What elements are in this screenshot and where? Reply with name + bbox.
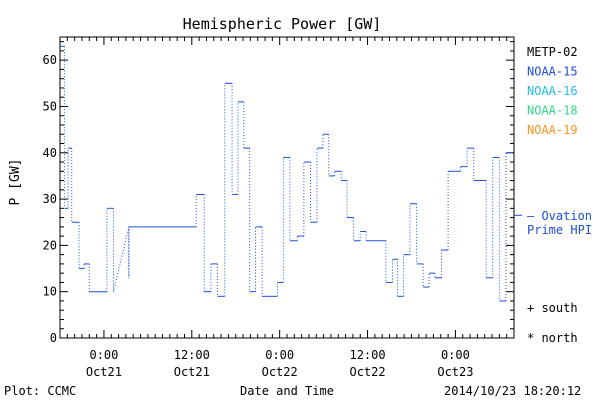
legend-item: NOAA-16	[527, 84, 578, 98]
plot-timestamp: 2014/10/23 18:20:12	[444, 384, 581, 398]
x-tick-date-label: Oct21	[174, 365, 210, 379]
x-tick-time-label: 12:00	[349, 348, 385, 362]
series-layer	[60, 45, 513, 302]
chart-title: Hemispheric Power [GW]	[183, 15, 382, 33]
series-step-horizontal	[112, 226, 130, 292]
y-tick-label: 50	[43, 99, 57, 113]
south-marker-label: + south	[527, 301, 578, 315]
y-tick-label: 60	[43, 53, 57, 67]
x-tick-date-label: Oct22	[349, 365, 385, 379]
y-tick-label: 30	[43, 192, 57, 206]
plot-axes: 0 10 20 30 40 50 60 0:00 Oct21 12:00 Oct21 0:00 Oct2…	[43, 36, 522, 379]
north-marker-label: * north	[527, 331, 578, 345]
y-axis-label: P [GW]	[8, 159, 23, 206]
legend-item: NOAA-19	[527, 123, 578, 137]
x-tick-date-label: Oct22	[262, 365, 298, 379]
x-tick-time-label: 0:00	[89, 348, 118, 362]
y-tick-label: 0	[50, 331, 57, 345]
legend: METP-02 NOAA-15 NOAA-16 NOAA-18 NOAA-19	[527, 45, 578, 137]
ovation-label-line2: Prime HPI	[527, 223, 592, 237]
plot-frame	[59, 36, 515, 339]
legend-item: NOAA-18	[527, 104, 578, 118]
legend-item: METP-02	[527, 45, 578, 59]
y-tick-label: 10	[43, 285, 57, 299]
x-tick-date-label: Oct21	[86, 365, 122, 379]
y-tick-label: 40	[43, 146, 57, 160]
legend-item: NOAA-15	[527, 65, 578, 79]
x-tick-time-label: 0:00	[441, 348, 470, 362]
x-tick-date-label: Oct23	[437, 365, 473, 379]
ovation-label: — Ovation	[527, 209, 592, 223]
x-tick-time-label: 0:00	[265, 348, 294, 362]
x-tick-time-label: 12:00	[174, 348, 210, 362]
y-tick-label: 20	[43, 238, 57, 252]
plot-credit: Plot: CCMC	[4, 384, 76, 398]
x-axis-label: Date and Time	[240, 384, 334, 398]
